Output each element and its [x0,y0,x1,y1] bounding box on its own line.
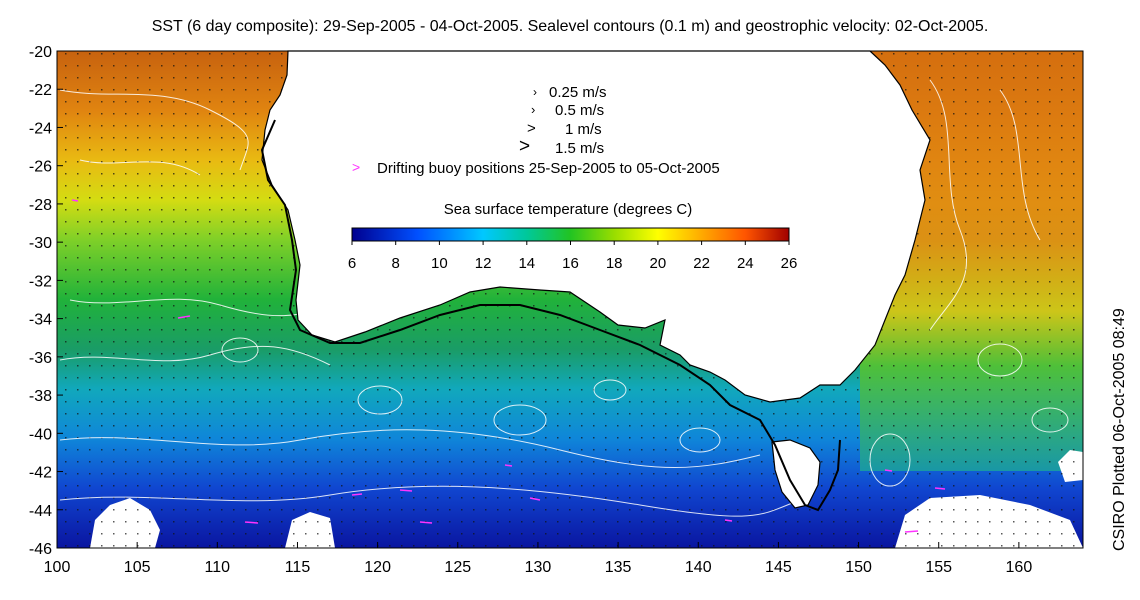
colorbar-tick-label: 6 [348,255,356,272]
colorbar-gradient [351,227,790,242]
velocity-legend: › 0.25 m/s › 0.5 m/s > 1 m/s > 1.5 m/s >… [352,84,720,177]
velocity-legend-label: 1 m/s [565,121,602,138]
colorbar-tick-label: 8 [392,255,400,272]
map-frame [56,50,1084,549]
colorbar-tick-label: 22 [693,255,710,272]
sst-colorbar: Sea surface temperature (degrees C) 6 8 10… [348,201,798,272]
lat-tick-label: -22 [29,82,52,99]
colorbar-title: Sea surface temperature (degrees C) [444,201,692,218]
colorbar-tick-label: 24 [737,255,754,272]
longitude-axis: 100 105 110 115 120 125 130 135 140 145 150 155 160 [44,542,1033,576]
shelf-contour [260,119,841,512]
colorbar-tick-label: 18 [606,255,623,272]
lon-tick-label: 155 [925,559,952,576]
lon-tick-label: 150 [845,559,872,576]
lon-tick-label: 160 [1006,559,1033,576]
lat-tick-label: -24 [29,120,52,137]
lon-tick-label: 135 [605,559,632,576]
lat-tick-label: -36 [29,350,52,367]
map-title: SST (6 day composite): 29-Sep-2005 - 04-… [151,18,989,35]
lat-tick-label: -32 [29,273,52,290]
lon-tick-label: 100 [44,559,71,576]
lon-tick-label: 120 [364,559,391,576]
lat-tick-label: -46 [29,541,52,558]
velocity-legend-symbol: > [519,136,530,157]
australia-landmass [261,50,931,403]
colorbar-tick-label: 16 [562,255,579,272]
colorbar-ticks: 6 8 10 12 14 16 18 20 22 24 26 [348,241,798,272]
colorbar-tick-label: 26 [781,255,798,272]
lat-tick-label: -44 [29,503,52,520]
velocity-legend-label: 0.5 m/s [555,102,604,119]
lon-tick-label: 130 [525,559,552,576]
lon-tick-label: 125 [444,559,471,576]
plotted-timestamp: CSIRO Plotted 06-Oct-2005 08:49 [1111,308,1128,551]
buoy-tracks [71,199,946,533]
lon-tick-label: 145 [765,559,792,576]
colorbar-tick-label: 14 [518,255,535,272]
colorbar-tick-label: 12 [475,255,492,272]
lat-tick-label: -30 [29,235,52,252]
velocity-legend-symbol: › [533,85,537,99]
latitude-axis: -20 -22 -24 -26 -28 -30 -32 -34 -36 -38 -40 -42 -44 -… [29,44,63,558]
lon-tick-label: 105 [124,559,151,576]
buoy-legend-symbol: > [352,159,360,175]
velocity-legend-label: 0.25 m/s [549,84,607,101]
lat-tick-label: -20 [29,44,52,61]
lat-tick-label: -38 [29,388,52,405]
colorbar-tick-label: 10 [431,255,448,272]
lon-tick-label: 140 [685,559,712,576]
velocity-legend-symbol: > [527,120,536,137]
lat-tick-label: -42 [29,465,52,482]
lat-tick-label: -26 [29,159,52,176]
lat-tick-label: -40 [29,426,52,443]
lat-tick-label: -28 [29,197,52,214]
velocity-legend-symbol: › [531,102,535,117]
lat-tick-label: -34 [29,312,52,329]
lon-tick-label: 110 [205,559,231,576]
lon-tick-label: 115 [285,559,311,576]
tasmania [771,439,821,509]
buoy-legend-label: Drifting buoy positions 25-Sep-2005 to 0… [377,160,720,177]
colorbar-tick-label: 20 [650,255,667,272]
velocity-legend-label: 1.5 m/s [555,140,604,157]
